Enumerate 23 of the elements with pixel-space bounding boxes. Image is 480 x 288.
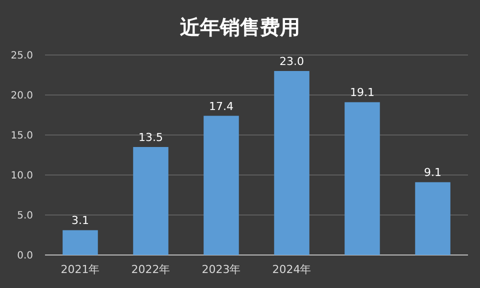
y-tick-label: 0.0 <box>17 250 33 262</box>
y-tick-label: 25.0 <box>10 50 33 62</box>
y-tick-label: 20.0 <box>10 90 33 102</box>
bar <box>274 71 310 255</box>
x-tick-label: 2024年 <box>272 263 312 276</box>
y-tick-label: 5.0 <box>17 210 33 222</box>
x-tick-label: 2022年 <box>131 263 170 276</box>
data-label: 23.0 <box>280 55 304 68</box>
x-tick-label: 2023年 <box>202 263 241 276</box>
x-tick-label: 2021年 <box>60 263 100 276</box>
y-tick-label: 10.0 <box>10 170 33 182</box>
bar <box>204 116 239 255</box>
bar <box>344 102 380 255</box>
y-tick-label: 15.0 <box>10 130 33 142</box>
bar <box>415 182 450 255</box>
data-label: 13.5 <box>138 131 163 144</box>
data-label: 17.4 <box>209 100 234 113</box>
data-label: 9.1 <box>424 166 442 180</box>
data-label: 19.1 <box>350 86 374 100</box>
bar <box>62 230 98 255</box>
bar <box>133 147 168 255</box>
chart-title: 近年销售费用 <box>179 15 300 39</box>
data-label: 3.1 <box>72 214 89 228</box>
